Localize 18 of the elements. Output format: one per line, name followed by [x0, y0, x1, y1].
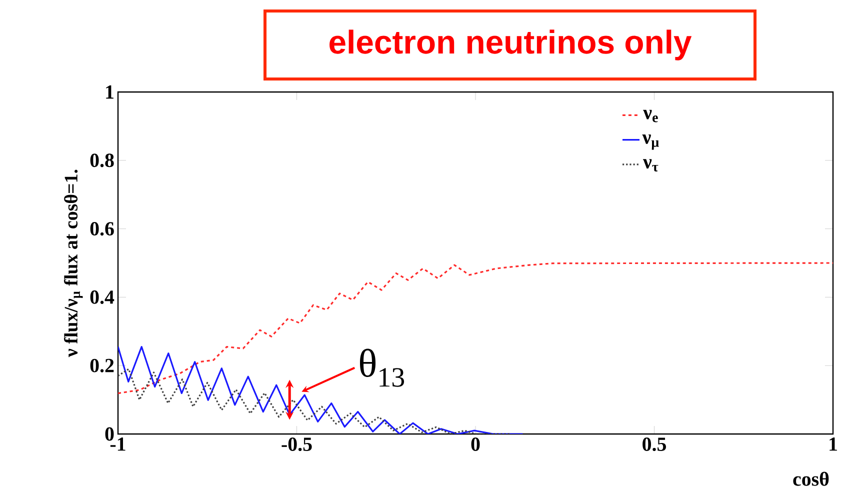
legend-label: ν$_{μ}$ [642, 134, 659, 150]
x-tick-label: -0.5 [282, 438, 312, 452]
y-tick-label: 0.6 [90, 222, 114, 236]
y-axis-title: ν flux/ν$_{μ}$ flux at cosθ=1. [64, 170, 83, 358]
line-series [118, 346, 524, 434]
y-tick-label: 0.2 [90, 358, 114, 372]
y-tick-label: 1 [106, 85, 114, 99]
x-tick-label: 0 [471, 438, 480, 451]
annotation: θ$_{13}$ [360, 348, 404, 387]
x-tick-label: 0.5 [642, 438, 666, 452]
legend-label: ν$_{e}$ [643, 110, 658, 122]
x-tick-label: 1 [830, 438, 837, 451]
chart-title: electron neutrinos only [330, 30, 692, 60]
legend-label: ν$_{τ}$ [643, 159, 658, 172]
x-axis-title: cosθ [793, 472, 829, 486]
y-tick-label: 0.8 [90, 154, 114, 168]
line-series [118, 262, 834, 394]
y-tick-label: 0.4 [90, 290, 114, 304]
